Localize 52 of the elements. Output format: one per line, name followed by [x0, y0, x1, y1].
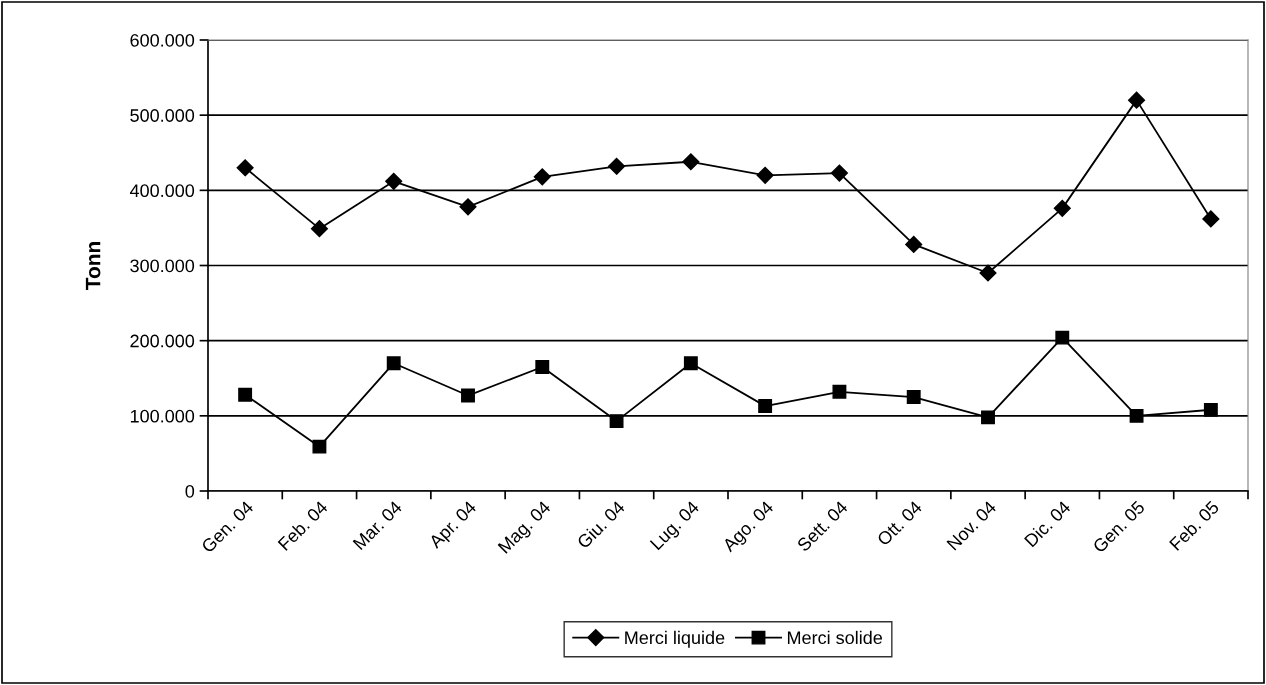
point [459, 198, 477, 216]
point [385, 172, 403, 190]
point [981, 410, 995, 425]
point [906, 390, 921, 404]
x-tick-label: Dic. 04 [1023, 499, 1072, 548]
point [1128, 91, 1146, 109]
x-tick-label: Mag. 04 [497, 500, 554, 557]
x-tick-label: Lug. 04 [649, 500, 703, 553]
x-tick-label: Sett. 04 [796, 500, 849, 553]
point [1202, 210, 1220, 228]
y-tick-label: 200.000 [130, 334, 195, 348]
point [830, 164, 848, 182]
legend-label: Merci liquide [625, 630, 725, 648]
point [832, 384, 847, 399]
point [1129, 408, 1144, 423]
x-tick-label: Apr. 04 [427, 500, 480, 552]
x-tick-label: Giu. 04 [576, 499, 626, 550]
x-tick-label: Ott. 04 [876, 500, 923, 547]
point [758, 399, 773, 414]
y-tick-label: 100.000 [130, 409, 195, 423]
point [461, 388, 475, 403]
point [386, 356, 401, 371]
x-tick-label: Mar. 04 [352, 500, 403, 551]
x-tick-label: Feb. 04 [277, 499, 329, 551]
x-tick-label: Nov. 04 [946, 500, 998, 551]
point [236, 159, 254, 177]
y-tick-label: 300.000 [130, 259, 195, 273]
point [608, 157, 626, 175]
point [535, 360, 550, 374]
y-tick-label: 400.000 [129, 184, 195, 198]
point [533, 168, 551, 186]
point [312, 439, 327, 454]
point [1203, 402, 1218, 417]
legend-label: Merci solide [787, 630, 883, 645]
point [756, 166, 774, 184]
point [1055, 330, 1070, 345]
y-axis-title: Tonn [85, 242, 101, 290]
point [979, 264, 997, 282]
point [310, 220, 328, 238]
point [683, 356, 698, 371]
y-tick-label: 600.000 [130, 33, 195, 47]
point [905, 235, 923, 254]
point [1053, 199, 1071, 217]
x-tick-label: Ago. 04 [721, 500, 777, 556]
point [682, 153, 700, 171]
point [238, 387, 253, 402]
point [609, 414, 624, 429]
y-tick-label: 0 [185, 484, 195, 498]
y-tick-label: 500.000 [130, 109, 195, 122]
x-tick-label: Gen. 04 [200, 500, 255, 554]
x-tick-label: Feb. 05 [1168, 499, 1220, 551]
x-tick-label: Gen. 05 [1092, 500, 1146, 554]
